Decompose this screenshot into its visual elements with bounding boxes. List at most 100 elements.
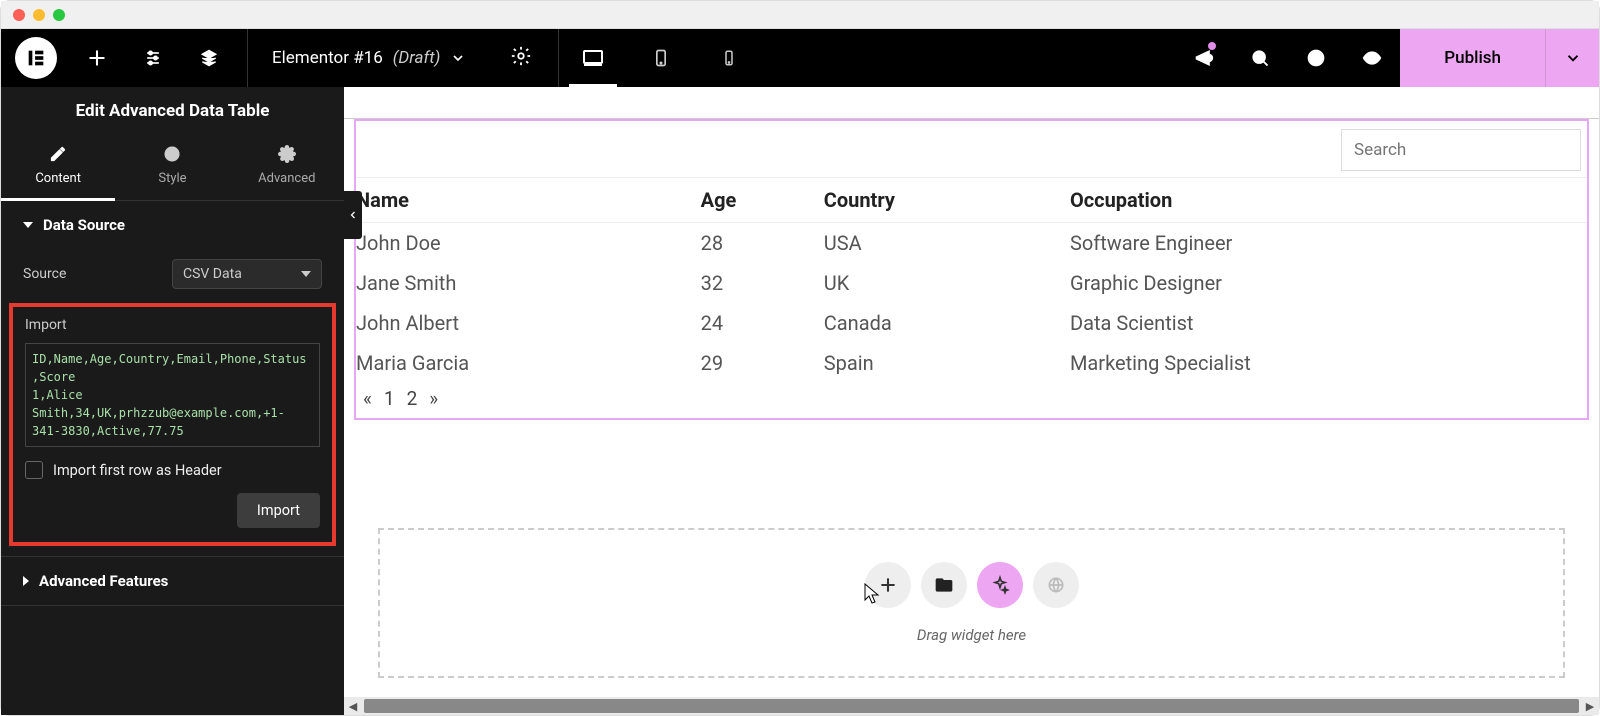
add-template-button[interactable] bbox=[921, 562, 967, 608]
cell: Data Scientist bbox=[1070, 303, 1587, 343]
device-desktop-tab[interactable] bbox=[559, 29, 627, 87]
elementor-logo-icon[interactable] bbox=[15, 37, 57, 79]
first-row-header-row[interactable]: Import first row as Header bbox=[25, 461, 320, 479]
traffic-close-icon[interactable] bbox=[13, 9, 25, 21]
topbar: Elementor #16 (Draft) bbox=[1, 29, 1599, 87]
cell: 28 bbox=[701, 223, 824, 264]
source-control: Source CSV Data bbox=[1, 249, 344, 299]
cell: 29 bbox=[701, 343, 824, 383]
scroll-track[interactable] bbox=[364, 699, 1579, 713]
th-country: Country bbox=[824, 178, 1070, 223]
cursor-icon bbox=[864, 583, 880, 605]
section-advanced-features-label: Advanced Features bbox=[39, 572, 168, 590]
cell: John Albert bbox=[356, 303, 701, 343]
document-title[interactable]: Elementor #16 (Draft) bbox=[248, 48, 490, 68]
page-prev[interactable]: « bbox=[360, 387, 375, 410]
data-table: Name Age Country Occupation John Doe28US… bbox=[356, 177, 1587, 383]
table-row: John Albert24CanadaData Scientist bbox=[356, 303, 1587, 343]
page-2[interactable]: 2 bbox=[404, 387, 421, 410]
panel-tabs: Content Style Advanced bbox=[1, 135, 344, 201]
topbar-left bbox=[1, 29, 237, 87]
publish-options-button[interactable] bbox=[1545, 29, 1599, 87]
page-1[interactable]: 1 bbox=[381, 387, 398, 410]
table-search-row bbox=[356, 129, 1587, 171]
import-label: Import bbox=[25, 317, 320, 333]
tab-advanced-label: Advanced bbox=[258, 171, 315, 186]
horizontal-scrollbar[interactable]: ◀ ▶ bbox=[344, 697, 1599, 715]
publish-button[interactable]: Publish bbox=[1400, 29, 1545, 87]
table-row: Jane Smith32UKGraphic Designer bbox=[356, 263, 1587, 303]
main-layout: Edit Advanced Data Table Content Style A… bbox=[1, 87, 1599, 715]
tab-advanced[interactable]: Advanced bbox=[230, 135, 344, 200]
first-row-header-checkbox[interactable] bbox=[25, 461, 43, 479]
help-button[interactable] bbox=[1288, 29, 1344, 87]
import-button-row: Import bbox=[25, 493, 320, 528]
page-settings-button[interactable] bbox=[490, 45, 552, 71]
publish-label: Publish bbox=[1444, 48, 1501, 68]
section-data-source-header[interactable]: Data Source bbox=[1, 201, 344, 249]
csv-textarea[interactable] bbox=[25, 343, 320, 447]
topbar-right: Publish bbox=[1176, 29, 1599, 87]
section-data-source-label: Data Source bbox=[43, 216, 125, 234]
drop-zone[interactable]: Drag widget here bbox=[378, 528, 1565, 678]
cell: Spain bbox=[824, 343, 1070, 383]
first-row-header-label: Import first row as Header bbox=[53, 462, 222, 479]
scroll-right-icon[interactable]: ▶ bbox=[1581, 697, 1599, 715]
drop-actions bbox=[865, 562, 1079, 608]
responsive-device-tabs bbox=[558, 29, 763, 87]
section-data-source: Data Source Source CSV Data Import Impor… bbox=[1, 201, 344, 557]
macos-titlebar bbox=[1, 1, 1599, 29]
preview-button[interactable] bbox=[1344, 29, 1400, 87]
cell: 24 bbox=[701, 303, 824, 343]
caret-right-icon bbox=[23, 576, 29, 586]
site-settings-button[interactable] bbox=[125, 29, 181, 87]
import-section-highlighted: Import Import first row as Header Import bbox=[9, 303, 336, 546]
table-search-input[interactable] bbox=[1341, 129, 1581, 171]
editor-canvas: Name Age Country Occupation John Doe28US… bbox=[344, 87, 1599, 715]
th-age: Age bbox=[701, 178, 824, 223]
document-status: (Draft) bbox=[393, 48, 441, 68]
cell: UK bbox=[824, 263, 1070, 303]
notification-dot-icon bbox=[1208, 42, 1216, 50]
table-body: John Doe28USASoftware Engineer Jane Smit… bbox=[356, 223, 1587, 384]
page-next[interactable]: » bbox=[426, 387, 441, 410]
device-tablet-tab[interactable] bbox=[627, 29, 695, 87]
panel-collapse-button[interactable] bbox=[344, 191, 362, 239]
tab-content[interactable]: Content bbox=[1, 135, 115, 200]
tab-content-label: Content bbox=[35, 171, 81, 186]
cell: Jane Smith bbox=[356, 263, 701, 303]
finder-button[interactable] bbox=[1232, 29, 1288, 87]
data-table-widget[interactable]: Name Age Country Occupation John Doe28US… bbox=[354, 119, 1589, 420]
ai-button[interactable] bbox=[977, 562, 1023, 608]
import-button[interactable]: Import bbox=[237, 493, 320, 528]
cell: Marketing Specialist bbox=[1070, 343, 1587, 383]
add-element-button[interactable] bbox=[69, 29, 125, 87]
cell: USA bbox=[824, 223, 1070, 264]
device-mobile-tab[interactable] bbox=[695, 29, 763, 87]
th-name: Name bbox=[356, 178, 701, 223]
cell: John Doe bbox=[356, 223, 701, 264]
cell: Graphic Designer bbox=[1070, 263, 1587, 303]
caret-down-icon bbox=[23, 222, 33, 228]
traffic-zoom-icon[interactable] bbox=[53, 9, 65, 21]
table-row: John Doe28USASoftware Engineer bbox=[356, 223, 1587, 264]
chevron-down-icon bbox=[301, 271, 311, 277]
cell: 32 bbox=[701, 263, 824, 303]
cell: Canada bbox=[824, 303, 1070, 343]
whats-new-button[interactable] bbox=[1176, 29, 1232, 87]
document-name: Elementor #16 bbox=[272, 48, 383, 68]
table-header-row: Name Age Country Occupation bbox=[356, 178, 1587, 223]
scroll-left-icon[interactable]: ◀ bbox=[344, 697, 362, 715]
tab-style[interactable]: Style bbox=[115, 135, 229, 200]
topbar-center: Elementor #16 (Draft) bbox=[247, 29, 1176, 87]
source-select[interactable]: CSV Data bbox=[172, 259, 322, 289]
csv-textarea-wrap bbox=[25, 343, 320, 451]
table-pagination: « 1 2 » bbox=[356, 383, 1587, 410]
drop-zone-label: Drag widget here bbox=[917, 626, 1026, 644]
globe-button[interactable] bbox=[1033, 562, 1079, 608]
source-label: Source bbox=[23, 266, 66, 282]
section-advanced-features-header[interactable]: Advanced Features bbox=[1, 557, 344, 605]
traffic-minimize-icon[interactable] bbox=[33, 9, 45, 21]
structure-button[interactable] bbox=[181, 29, 237, 87]
sidebar-title: Edit Advanced Data Table bbox=[1, 87, 344, 135]
